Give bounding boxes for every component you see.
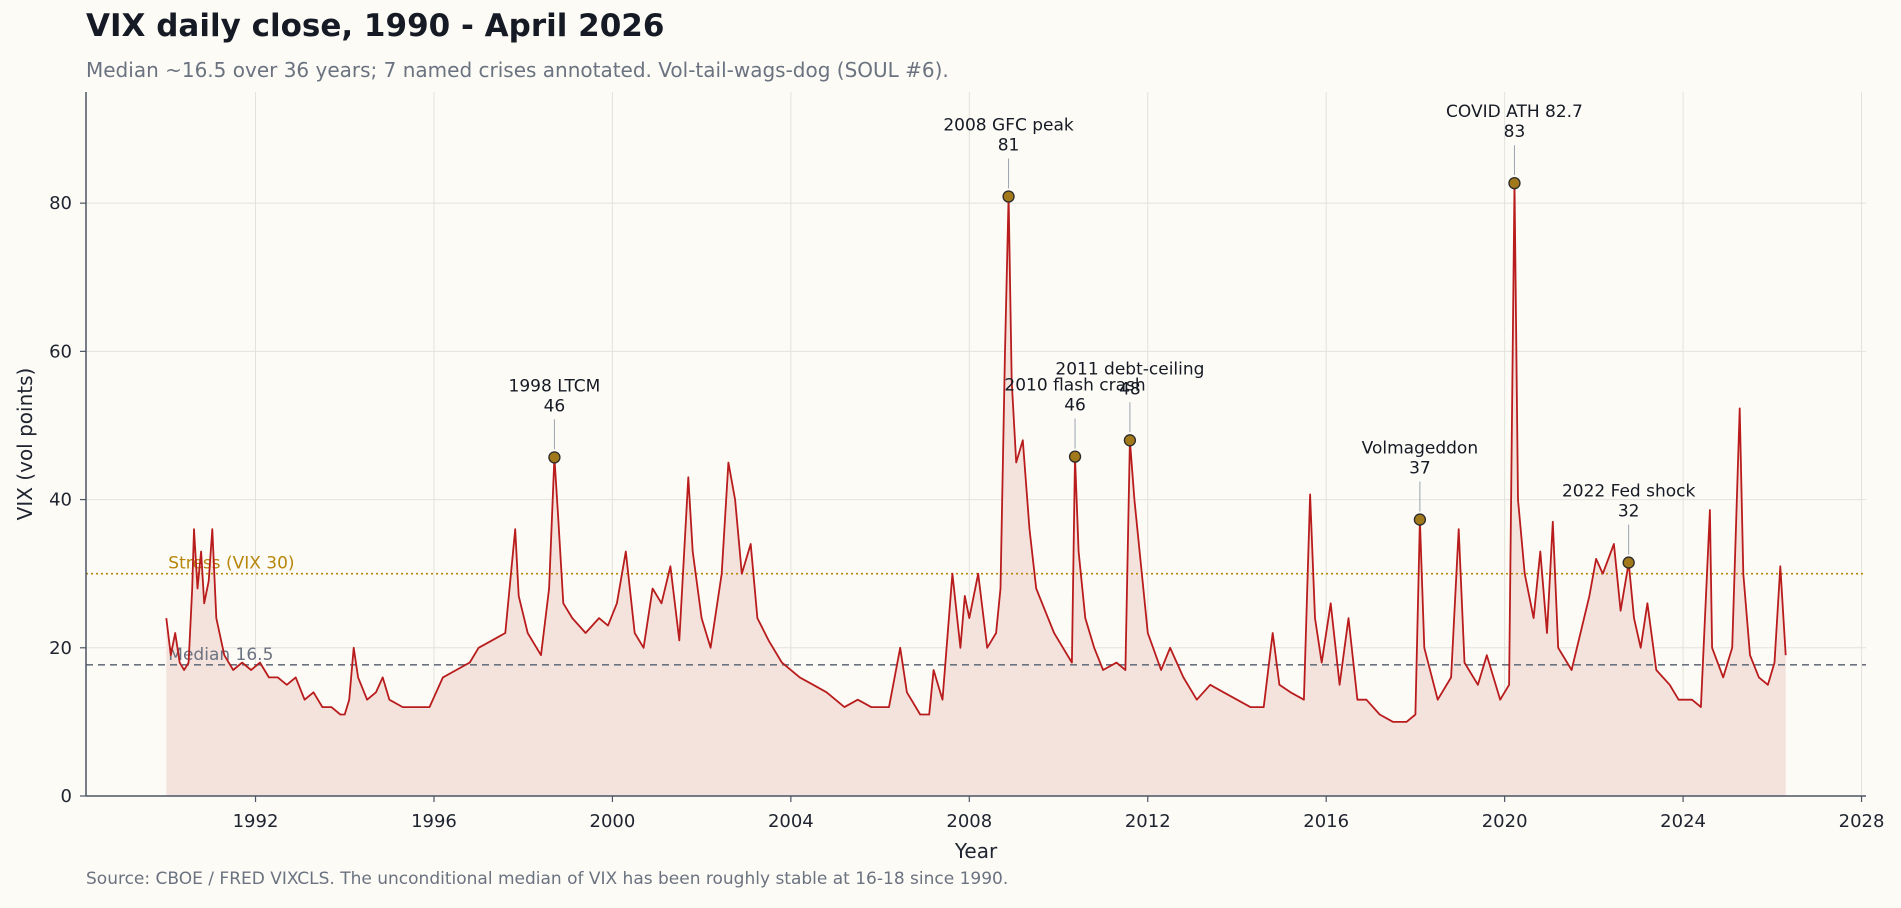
x-tick-label: 1992 (233, 811, 279, 832)
annotation-marker (1068, 450, 1082, 463)
annotation-value: 32 (1618, 502, 1640, 522)
annotation-label: Volmageddon (1362, 439, 1478, 459)
annotation-label: 2022 Fed shock (1562, 482, 1696, 502)
annotation-value: 46 (544, 396, 566, 416)
x-tick-label: 2012 (1125, 811, 1171, 832)
x-tick-label: 2008 (946, 811, 992, 832)
x-axis-title: Year (954, 839, 998, 863)
x-tick-label: 2004 (768, 811, 814, 832)
x-tick-label: 2000 (590, 811, 636, 832)
annotation-label: 1998 LTCM (509, 376, 601, 396)
reference-line-label: Stress (VIX 30) (168, 554, 294, 574)
series-layer (165, 182, 1787, 723)
area-fill-layer (166, 183, 1786, 797)
y-tick-label: 40 (49, 490, 72, 511)
annotation-value: 48 (1119, 379, 1141, 399)
y-axis-title: VIX (vol points) (13, 368, 37, 521)
annotation-value: 46 (1064, 396, 1086, 416)
series-line (165, 182, 1787, 723)
annotation-marker (1123, 434, 1137, 447)
x-tick-label: 2028 (1839, 811, 1885, 832)
reference-line-label: Median 16.5 (168, 645, 273, 665)
annotation-marker (548, 451, 561, 464)
annotation-marker (1622, 556, 1635, 569)
annotation-label: 2011 debt-ceiling (1055, 359, 1204, 379)
y-tick-label: 0 (61, 786, 72, 807)
x-tick-label: 1996 (411, 811, 457, 832)
annotation-value: 83 (1504, 122, 1526, 142)
annotation-label: 2010 flash crash (1004, 376, 1145, 396)
series-area-fill (166, 183, 1786, 797)
annotation-value: 37 (1409, 459, 1431, 479)
x-tick-label: 2016 (1303, 811, 1349, 832)
y-tick-label: 60 (49, 341, 72, 362)
annotation-label: 2008 GFC peak (943, 115, 1074, 135)
annotation-value: 81 (998, 135, 1020, 155)
x-tick-label: 2024 (1660, 811, 1706, 832)
annotation-label: COVID ATH 82.7 (1446, 102, 1583, 122)
x-tick-label: 2020 (1482, 811, 1528, 832)
annotation-marker (1413, 513, 1427, 526)
chart-source: Source: CBOE / FRED VIXCLS. The uncondit… (86, 869, 1009, 889)
annotation-marker (1002, 190, 1015, 203)
axes: 1992 1996 2000 2004 2008 2012 2016 2020 2024 2028… (13, 92, 1884, 863)
chart-title: VIX daily close, 1990 - April 2026 (86, 8, 665, 44)
y-tick-label: 20 (49, 638, 72, 659)
chart-subtitle: Median ~16.5 over 36 years; 7 named cris… (86, 58, 949, 82)
annotation-marker (1508, 176, 1521, 190)
y-tick-label: 80 (49, 193, 72, 214)
